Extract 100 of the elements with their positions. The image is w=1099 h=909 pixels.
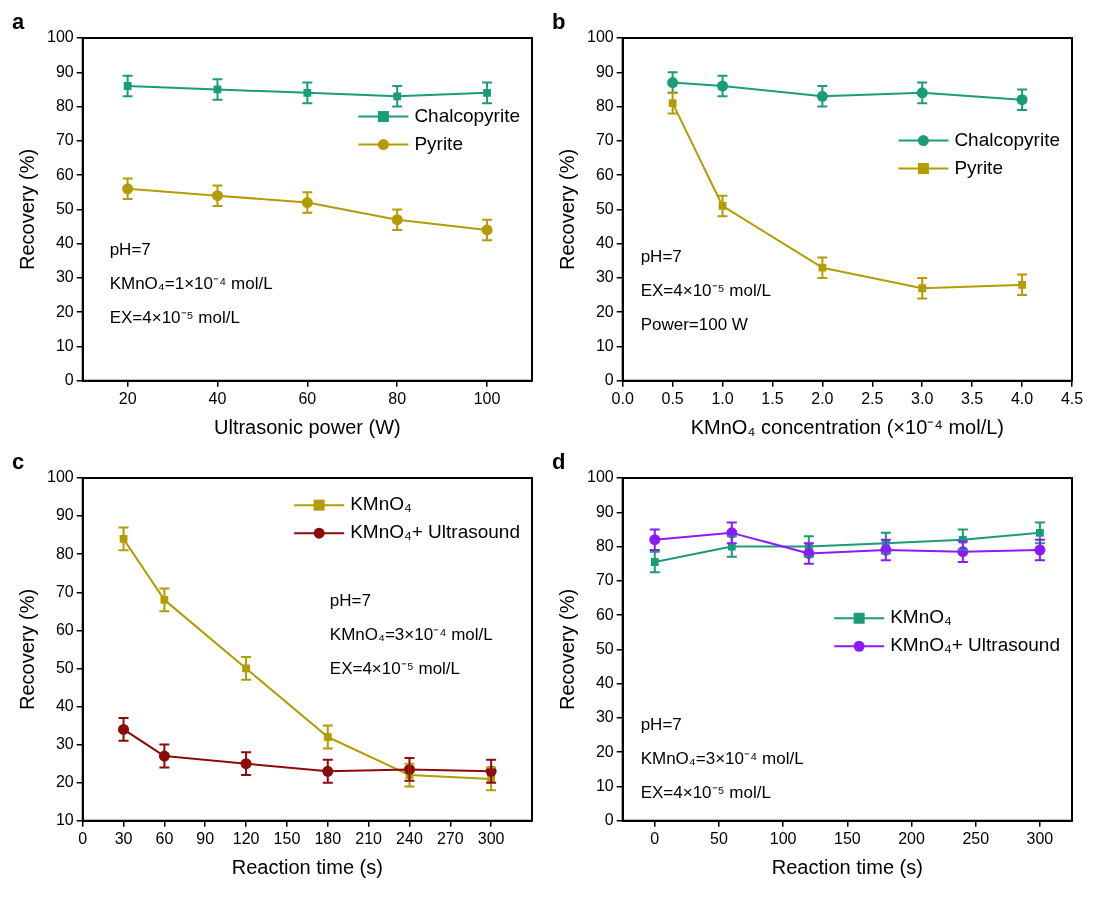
- annotation: EX=4×10⁻⁵ mol/L: [109, 308, 240, 328]
- x-tick-label: 50: [710, 829, 728, 847]
- y-tick-label: 10: [595, 776, 614, 794]
- y-tick-label: 70: [595, 571, 614, 589]
- x-tick-label: 2.5: [861, 389, 884, 407]
- y-tick-label: 70: [595, 131, 614, 149]
- y-tick-label: 100: [46, 28, 74, 46]
- x-tick-label: 100: [473, 389, 501, 407]
- y-tick-label: 80: [55, 96, 74, 114]
- legend-label: Pyrite: [954, 156, 1003, 178]
- x-tick-label: 0.5: [661, 389, 684, 407]
- x-tick-label: 210: [355, 829, 383, 847]
- legend-label: KMnO₄: [350, 493, 412, 515]
- x-tick-label: 80: [388, 389, 407, 407]
- y-tick-label: 50: [55, 658, 74, 676]
- y-tick-label: 80: [595, 536, 614, 554]
- x-tick-label: 0: [650, 829, 660, 847]
- x-tick-label: 100: [769, 829, 797, 847]
- x-tick-label: 60: [298, 389, 317, 407]
- y-tick-label: 20: [595, 742, 614, 760]
- x-tick-label: 4.0: [1010, 389, 1034, 407]
- x-tick-label: 40: [208, 389, 227, 407]
- y-tick-label: 10: [55, 336, 74, 354]
- annotation: KMnO₄=3×10⁻⁴ mol/L: [329, 625, 493, 645]
- y-tick-label: 20: [55, 302, 74, 320]
- y-tick-label: 40: [55, 696, 74, 714]
- y-tick-label: 40: [55, 234, 74, 252]
- y-tick-label: 40: [595, 234, 614, 252]
- y-tick-label: 90: [55, 62, 74, 80]
- y-axis-title: Recovery (%): [15, 148, 38, 270]
- x-tick-label: 2.0: [811, 389, 834, 407]
- legend-label: KMnO₄+ Ultrasound: [890, 634, 1060, 656]
- x-tick-label: 270: [436, 829, 464, 847]
- legend-label: KMnO₄: [890, 606, 952, 628]
- legend-label: Chalcopyrite: [414, 104, 521, 126]
- y-tick-label: 80: [595, 96, 614, 114]
- annotation: Power=100 W: [640, 315, 748, 335]
- y-tick-label: 30: [595, 708, 614, 726]
- x-tick-label: 250: [962, 829, 990, 847]
- x-tick-label: 150: [273, 829, 301, 847]
- x-tick-label: 30: [114, 829, 133, 847]
- annotation: pH=7: [109, 240, 151, 260]
- annotation: EX=4×10⁻⁵ mol/L: [640, 281, 771, 301]
- annotation: EX=4×10⁻⁵ mol/L: [640, 782, 771, 802]
- y-tick-label: 60: [55, 165, 74, 183]
- y-tick-label: 90: [55, 506, 74, 524]
- x-tick-label: 120: [232, 829, 260, 847]
- y-tick-label: 30: [55, 268, 74, 286]
- y-axis-title: Recovery (%): [555, 588, 578, 710]
- y-tick-label: 40: [595, 674, 614, 692]
- y-tick-label: 0: [64, 371, 74, 389]
- y-axis-title: Recovery (%): [15, 588, 38, 710]
- x-tick-label: 200: [898, 829, 925, 847]
- y-tick-label: 50: [55, 199, 74, 217]
- annotation: EX=4×10⁻⁵ mol/L: [329, 659, 461, 679]
- x-axis-title: Ultrasonic power (W): [214, 415, 401, 438]
- y-tick-label: 90: [595, 502, 614, 520]
- x-tick-label: 4.5: [1060, 389, 1084, 407]
- x-tick-label: 60: [155, 829, 174, 847]
- y-tick-label: 60: [55, 620, 74, 638]
- y-tick-label: 70: [55, 131, 74, 149]
- x-axis-title: KMnO₄ concentration (×10⁻⁴ mol/L): [690, 415, 1005, 438]
- chart-title: a: [12, 9, 25, 35]
- annotation: pH=7: [640, 714, 682, 734]
- y-tick-label: 30: [55, 735, 74, 753]
- annotation: KMnO₄=3×10⁻⁴ mol/L: [640, 748, 804, 768]
- chart-title: c: [12, 449, 25, 475]
- y-tick-label: 60: [595, 165, 614, 183]
- y-tick-label: 90: [595, 62, 614, 80]
- x-tick-label: 300: [477, 829, 505, 847]
- y-tick-label: 10: [55, 811, 74, 829]
- x-tick-label: 180: [314, 829, 342, 847]
- y-tick-label: 100: [586, 468, 614, 486]
- x-tick-label: 150: [834, 829, 861, 847]
- y-tick-label: 100: [586, 28, 614, 46]
- x-tick-label: 90: [196, 829, 215, 847]
- x-tick-label: 1.0: [711, 389, 734, 407]
- y-tick-label: 20: [595, 302, 614, 320]
- y-axis-title: Recovery (%): [555, 148, 578, 270]
- y-tick-label: 0: [604, 811, 614, 829]
- annotation: pH=7: [329, 591, 371, 611]
- chart-title: b: [552, 9, 566, 35]
- y-tick-label: 70: [55, 582, 74, 600]
- y-tick-label: 50: [595, 199, 614, 217]
- x-tick-label: 300: [1026, 829, 1054, 847]
- x-tick-label: 3.0: [911, 389, 934, 407]
- y-tick-label: 0: [604, 371, 614, 389]
- chart-title: d: [552, 449, 566, 475]
- x-axis-title: Reaction time (s): [771, 855, 923, 878]
- legend-label: KMnO₄+ Ultrasound: [350, 521, 520, 543]
- x-tick-label: 1.5: [761, 389, 784, 407]
- x-tick-label: 240: [396, 829, 423, 847]
- x-tick-label: 3.5: [961, 389, 984, 407]
- y-tick-label: 100: [46, 468, 74, 486]
- y-tick-label: 30: [595, 268, 614, 286]
- x-tick-label: 0.0: [611, 389, 634, 407]
- annotation: pH=7: [640, 247, 682, 267]
- x-tick-label: 0: [78, 829, 88, 847]
- legend-label: Pyrite: [414, 132, 463, 154]
- x-axis-title: Reaction time (s): [231, 855, 383, 878]
